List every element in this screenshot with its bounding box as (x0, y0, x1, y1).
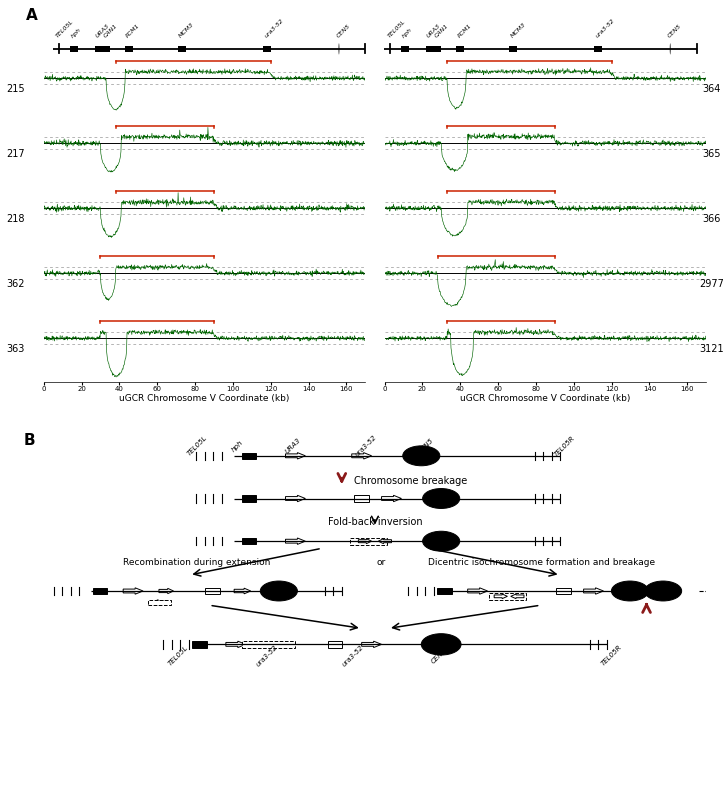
X-axis label: uGCR Chromosome V Coordinate (kb): uGCR Chromosome V Coordinate (kb) (460, 394, 630, 403)
Text: or: or (377, 558, 386, 567)
Text: Fold-back inversion: Fold-back inversion (328, 517, 422, 526)
Y-axis label: 365: 365 (703, 149, 721, 159)
Circle shape (423, 489, 459, 509)
Polygon shape (467, 588, 488, 594)
Polygon shape (511, 594, 524, 598)
Polygon shape (234, 588, 250, 594)
Bar (148, 600, 171, 605)
Bar (242, 453, 256, 459)
Text: ura3-52: ura3-52 (341, 644, 365, 668)
Y-axis label: 363: 363 (7, 344, 25, 354)
Bar (95, 46, 103, 52)
Bar (434, 46, 441, 52)
Circle shape (423, 531, 459, 551)
Text: CEN5: CEN5 (430, 647, 448, 665)
Y-axis label: 366: 366 (703, 214, 721, 224)
Y-axis label: 3121: 3121 (700, 344, 724, 354)
Text: Dicentric isochromosome formation and breakage: Dicentric isochromosome formation and br… (428, 558, 655, 567)
Polygon shape (152, 600, 167, 605)
Text: TEL05R: TEL05R (553, 434, 577, 458)
Text: ura3-52: ura3-52 (255, 644, 279, 668)
X-axis label: uGCR Chromosome V Coordinate (kb): uGCR Chromosome V Coordinate (kb) (119, 394, 290, 403)
Polygon shape (285, 453, 305, 459)
Text: CEN5: CEN5 (417, 437, 435, 454)
Circle shape (644, 581, 681, 601)
Text: URA3: URA3 (95, 23, 111, 39)
Bar (242, 495, 256, 502)
Text: TEL05R: TEL05R (600, 644, 622, 667)
Y-axis label: 217: 217 (7, 149, 25, 159)
Bar (456, 46, 464, 52)
Text: hph: hph (230, 439, 244, 453)
Circle shape (261, 581, 298, 601)
Bar (355, 495, 369, 502)
Polygon shape (584, 588, 604, 594)
Text: TEL05L: TEL05L (186, 434, 208, 457)
Text: CAN1: CAN1 (434, 23, 450, 39)
Text: MCM3: MCM3 (178, 22, 195, 39)
Text: CEN5: CEN5 (336, 24, 351, 39)
Bar (92, 588, 107, 594)
Y-axis label: 215: 215 (7, 84, 25, 94)
Text: MCM3: MCM3 (510, 22, 526, 39)
Text: ura3-52: ura3-52 (264, 18, 285, 39)
Bar (103, 46, 110, 52)
Bar (70, 46, 78, 52)
Circle shape (403, 446, 440, 466)
Text: TEL05L: TEL05L (387, 19, 406, 39)
Y-axis label: 364: 364 (703, 84, 721, 94)
Bar (556, 588, 571, 594)
Bar (510, 46, 517, 52)
Bar (264, 46, 271, 52)
Text: CAN1: CAN1 (103, 23, 119, 39)
Text: CEN5: CEN5 (667, 24, 682, 39)
Polygon shape (379, 538, 392, 544)
Y-axis label: 362: 362 (7, 279, 25, 289)
Text: PCM1: PCM1 (125, 23, 141, 39)
Text: hph: hph (402, 27, 414, 39)
Text: Chromosome breakage: Chromosome breakage (354, 476, 467, 486)
Bar (350, 538, 387, 545)
Text: URA3: URA3 (285, 437, 302, 454)
Bar (328, 641, 342, 647)
Polygon shape (362, 641, 381, 647)
Text: Recombination during extension: Recombination during extension (123, 558, 271, 567)
Polygon shape (352, 453, 371, 459)
Polygon shape (159, 588, 173, 594)
Polygon shape (285, 538, 305, 544)
Y-axis label: 218: 218 (7, 214, 25, 224)
Text: URA3: URA3 (427, 23, 442, 39)
Bar (125, 46, 132, 52)
Text: hph: hph (71, 27, 82, 39)
Bar (426, 46, 434, 52)
Y-axis label: 2977: 2977 (700, 279, 724, 289)
Text: A: A (26, 8, 38, 23)
Text: TEL05L: TEL05L (55, 19, 75, 39)
Polygon shape (226, 641, 246, 647)
Polygon shape (358, 538, 371, 544)
Bar (192, 641, 207, 647)
Circle shape (612, 581, 649, 601)
Bar (178, 46, 186, 52)
Bar (242, 538, 256, 544)
Text: ura3-52: ura3-52 (595, 18, 616, 39)
Bar (401, 46, 409, 52)
Bar (205, 588, 220, 594)
Circle shape (422, 634, 461, 655)
Bar (489, 593, 526, 600)
Polygon shape (285, 495, 305, 502)
Text: ura3-52: ura3-52 (355, 434, 378, 458)
Bar (438, 588, 452, 594)
Text: PCM1: PCM1 (456, 23, 472, 39)
Bar (242, 641, 296, 647)
Text: B: B (24, 433, 36, 448)
Polygon shape (494, 594, 507, 598)
Bar (595, 46, 602, 52)
Polygon shape (381, 495, 401, 502)
Polygon shape (123, 588, 143, 594)
Text: TEL05L: TEL05L (167, 645, 189, 667)
